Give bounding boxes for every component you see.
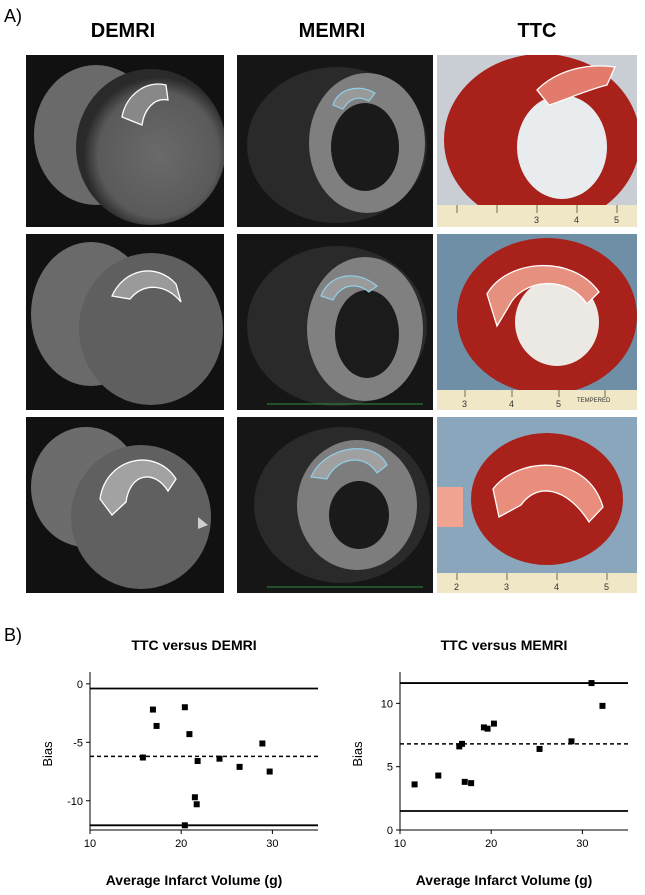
data-point xyxy=(181,704,188,711)
column-header-demri: DEMRI xyxy=(90,20,156,42)
data-point xyxy=(480,724,487,731)
ruler-number: 4 xyxy=(554,582,559,592)
ruler-number: 5 xyxy=(614,215,619,225)
y-tick-label: 5 xyxy=(387,762,393,774)
x-tick-label: 30 xyxy=(266,838,278,850)
ruler-number: 5 xyxy=(556,399,561,409)
ruler-number: 2 xyxy=(454,582,459,592)
ruler-number: 4 xyxy=(574,215,579,225)
data-point xyxy=(193,801,200,808)
x-tick-label: 20 xyxy=(175,838,187,850)
data-point xyxy=(536,745,543,752)
infarct-outline xyxy=(332,87,376,110)
data-point xyxy=(459,740,466,747)
data-point xyxy=(435,772,442,779)
panel-b-label: B) xyxy=(4,625,22,645)
ruler-number: 3 xyxy=(504,582,509,592)
infarct-outline xyxy=(486,264,600,328)
infarct-outline xyxy=(536,65,616,106)
data-point xyxy=(259,740,266,747)
demri-image-2 xyxy=(26,234,224,410)
memri-image-2 xyxy=(237,234,433,410)
y-axis-label: Bias xyxy=(350,741,365,767)
ttc-image-1: 3 4 5 xyxy=(437,55,637,227)
x-tick-label: 30 xyxy=(576,838,588,850)
ruler-number: 3 xyxy=(462,399,467,409)
x-axis-label: Average Infarct Volume (g) xyxy=(416,872,593,888)
y-tick-label: -10 xyxy=(67,796,83,808)
data-point xyxy=(236,763,243,770)
data-point xyxy=(216,755,223,762)
infarct-outline xyxy=(121,83,169,126)
column-header-memri: MEMRI xyxy=(298,20,366,42)
y-tick-label: 10 xyxy=(381,698,393,710)
data-point xyxy=(490,720,497,727)
chart-title: TTC versus DEMRI xyxy=(131,637,256,653)
ruler-number: 3 xyxy=(534,215,539,225)
panel-a-label: A) xyxy=(4,6,22,26)
x-tick-label: 10 xyxy=(394,838,406,850)
y-tick-label: -5 xyxy=(73,737,83,749)
data-point xyxy=(568,738,575,745)
data-point xyxy=(411,781,418,788)
data-point xyxy=(588,680,595,687)
y-axis-label: Bias xyxy=(40,741,55,767)
data-point xyxy=(484,725,491,732)
data-point xyxy=(139,754,146,761)
ruler-number: 5 xyxy=(604,582,609,592)
column-header-ttc: TTC xyxy=(517,20,557,42)
bland-altman-chart-demri: TTC versus DEMRI 0 -5 -10 10 20 30 Bias Average … xyxy=(40,637,318,888)
chart-title: TTC versus MEMRI xyxy=(441,637,568,653)
demri-image-1 xyxy=(26,55,224,227)
infarct-outline xyxy=(99,459,177,516)
data-point xyxy=(149,706,156,713)
data-point xyxy=(461,778,468,785)
ttc-image-3: 2 3 4 5 xyxy=(437,417,637,593)
memri-image-1 xyxy=(237,55,433,227)
demri-image-3 xyxy=(26,417,224,593)
infarct-outline xyxy=(111,270,182,303)
ruler-number: 4 xyxy=(509,399,514,409)
ttc-image-2: 3 4 5 TEMPERED xyxy=(437,234,637,410)
data-point xyxy=(599,702,606,709)
x-tick-label: 20 xyxy=(485,838,497,850)
infarct-outline xyxy=(492,464,604,524)
x-tick-label: 10 xyxy=(84,838,96,850)
y-tick-label: 0 xyxy=(387,825,393,837)
data-point xyxy=(181,822,188,829)
infarct-outline xyxy=(310,448,388,480)
data-point xyxy=(266,768,273,775)
y-tick-label: 0 xyxy=(77,679,83,691)
data-point xyxy=(153,722,160,729)
data-point xyxy=(186,731,193,738)
memri-image-3 xyxy=(237,417,433,593)
data-point xyxy=(191,794,198,801)
infarct-outline xyxy=(320,275,378,301)
x-axis-label: Average Infarct Volume (g) xyxy=(106,872,283,888)
data-point xyxy=(194,758,201,765)
data-point xyxy=(468,780,475,787)
ruler-brand: TEMPERED xyxy=(577,398,611,404)
bland-altman-chart-memri: TTC versus MEMRI 0 5 10 10 20 30 Bias Average In… xyxy=(350,637,628,888)
